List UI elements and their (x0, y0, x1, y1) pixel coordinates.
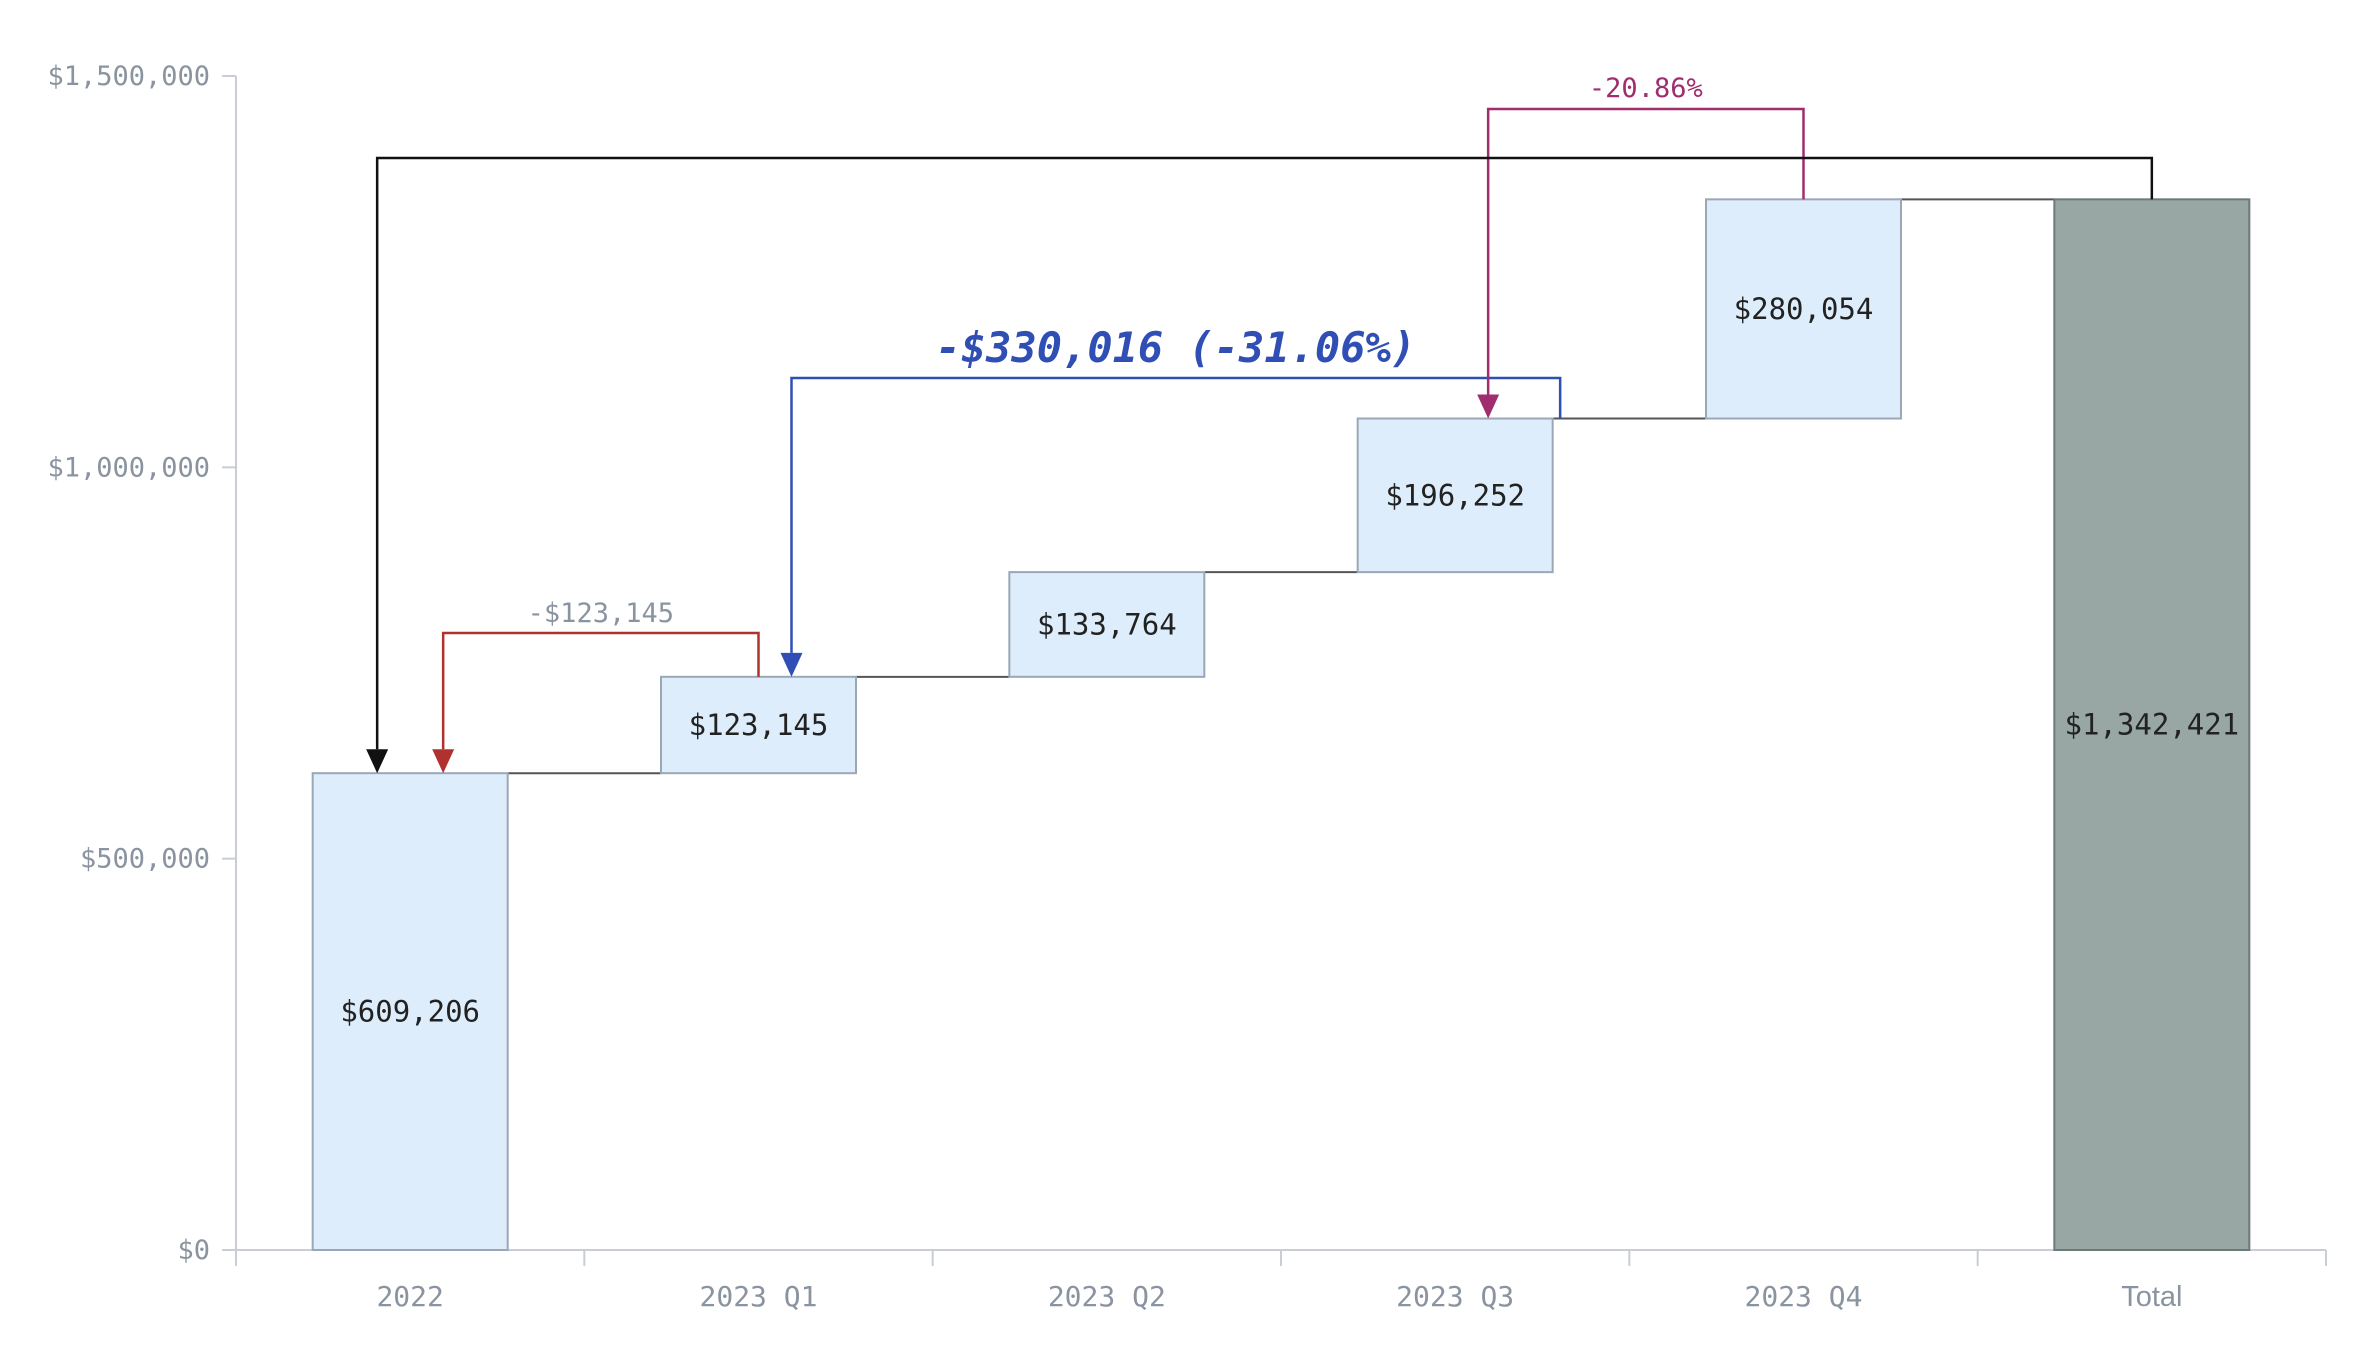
x-tick-label: 2022 (376, 1280, 443, 1313)
bar-value-label: $133,764 (1037, 607, 1177, 641)
bar (1008, 571, 1206, 678)
bar-value-label: $280,054 (1734, 292, 1874, 326)
connectors (507, 198, 2055, 775)
annotation-3: -20.86% (1477, 73, 1805, 419)
y-tick-label: $1,500,000 (47, 61, 210, 92)
y-tick-label: $500,000 (80, 844, 210, 875)
x-tick-label: 2023 Q1 (699, 1280, 817, 1313)
annotation-2: -$330,016 (-31.06%) (780, 323, 1562, 677)
annotation-1: -$123,145 (432, 598, 760, 774)
x-tick-label: 2023 Q4 (1744, 1280, 1862, 1313)
y-tick-label: $1,000,000 (47, 452, 210, 483)
annotation-arrowhead (1477, 394, 1500, 419)
annotation-bracket (790, 376, 1562, 653)
bar-labels: $609,206 $123,145 $133,764 $196,252 $280,054… (340, 292, 2239, 1029)
annotation-bracket (1486, 107, 1805, 395)
annotation-label: -$123,145 (528, 598, 674, 629)
bar (311, 772, 509, 1251)
bar-value-label: $196,252 (1385, 478, 1525, 512)
x-tick-label: 2023 Q3 (1396, 1280, 1514, 1313)
annotation-label: -$330,016 (-31.06%) (936, 323, 1416, 372)
bars (311, 198, 2251, 1252)
bar-value-label: $609,206 (340, 995, 480, 1029)
annotation-arrowhead (366, 749, 389, 774)
annotation-arrowhead (432, 749, 455, 774)
annotation-bracket (375, 156, 2154, 750)
bar (1356, 417, 1554, 574)
bar (1705, 198, 1902, 420)
total-bar (2053, 198, 2251, 1252)
bar-value-label: $1,342,421 (2065, 708, 2240, 742)
y-tick-label: $0 (177, 1235, 210, 1266)
annotation-4 (366, 156, 2154, 774)
annotations: -$123,145 -$330,016 (-31.06%) -20.86% (366, 73, 2154, 774)
annotation-arrowhead (780, 652, 803, 677)
annotation-bracket (441, 631, 760, 750)
x-tick-label: 2023 Q2 (1048, 1280, 1166, 1313)
annotation-label: -20.86% (1589, 73, 1703, 104)
bar-value-label: $123,145 (689, 708, 829, 742)
x-tick-label: Total (2121, 1281, 2182, 1313)
axes: $0 $500,000 $1,000,000 $1,500,000 2022 2023 Q… (47, 61, 2327, 1313)
